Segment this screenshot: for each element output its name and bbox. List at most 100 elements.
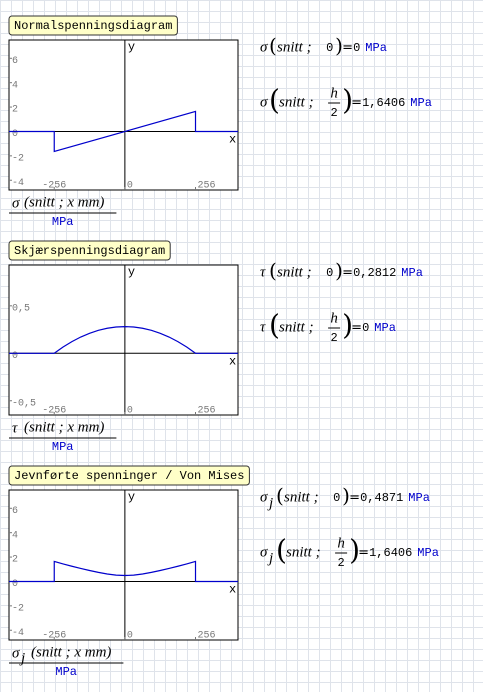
eq-result: 0 [362, 321, 369, 335]
y-tick-label: -2 [12, 153, 24, 164]
title-box [8, 15, 178, 36]
y-tick-label: -0,5 [12, 398, 36, 409]
paren: ) [349, 534, 360, 567]
eq-arg: 0 [326, 266, 333, 280]
expr-unit: MPa [52, 215, 74, 229]
y-tick-label: 4 [12, 530, 18, 541]
equals: = [351, 96, 362, 111]
x-tick-label: 256 [198, 631, 216, 642]
expr-args: (snitt ; x mm) [24, 194, 104, 210]
eq-func: σ [260, 489, 268, 505]
eq-func: σ [260, 39, 268, 55]
y-tick-label: 6 [12, 56, 18, 67]
eq-arg-num: h [330, 85, 338, 101]
equals: = [351, 321, 362, 336]
paren: ( [276, 534, 287, 567]
chart: Normalspenningsdiagram x y 6 4 2 0 -2 -4 -256 0 256… [8, 15, 432, 229]
expr-func: σ [12, 645, 20, 661]
eq-result: 0 [353, 41, 360, 55]
equals: = [342, 266, 353, 281]
paren: ( [269, 259, 277, 283]
eq-result: 0,4871 [360, 491, 403, 505]
x-tick-label: 0 [127, 181, 133, 192]
eq-unit: MPa [408, 491, 430, 505]
plot-area [8, 264, 239, 416]
paren: ( [269, 34, 277, 58]
eq-arg-den: 2 [337, 556, 344, 570]
plot-area [8, 489, 239, 641]
eq-result: 0,2812 [353, 266, 396, 280]
eq-sub: j [267, 550, 273, 566]
eq-unit: MPa [401, 266, 423, 280]
eq-unit: MPa [410, 96, 432, 110]
y-tick-label: 0,5 [12, 303, 30, 314]
eq-unit: MPa [417, 546, 439, 560]
y-tick-label: 6 [12, 506, 18, 517]
eq-func: τ [260, 319, 266, 335]
chart-title: Skjærspenningsdiagram [14, 244, 165, 258]
equals: = [342, 41, 353, 56]
equals: = [349, 491, 360, 506]
eq-unit: MPa [365, 41, 387, 55]
series-line [9, 560, 238, 583]
equals: = [358, 546, 369, 561]
x-axis-label: x [229, 133, 236, 147]
x-tick-label: 0 [127, 406, 133, 417]
chart: Jevnførte spenninger / Von Mises x y 6 4 2 0 -2… [8, 465, 439, 679]
expr-sub: j [19, 650, 25, 666]
paren: ) [342, 484, 350, 508]
eq-sub: j [267, 495, 273, 511]
y-tick-label: -4 [12, 178, 24, 189]
eq-func: τ [260, 264, 266, 280]
eq-param: snitt ; [284, 489, 319, 505]
paren: ) [342, 309, 353, 342]
series-line [9, 325, 238, 354]
eq-arg: 0 [333, 491, 340, 505]
eq-param: snitt ; [279, 94, 314, 110]
y-axis-label: y [128, 265, 135, 279]
y-tick-label: 0 [12, 579, 18, 590]
eq-param: snitt ; [277, 39, 312, 55]
eq-result: 1,6406 [362, 96, 405, 110]
y-axis-label: y [128, 490, 135, 504]
chart-title: Jevnførte spenninger / Von Mises [14, 469, 244, 483]
paren: ( [269, 84, 280, 117]
paren: ) [335, 259, 343, 283]
expr-args: (snitt ; x mm) [31, 644, 111, 660]
chart-title: Normalspenningsdiagram [14, 19, 172, 33]
expr-func: σ [12, 195, 20, 211]
x-axis-label: x [229, 583, 236, 597]
y-tick-label: 0 [12, 351, 18, 362]
paren: ) [342, 84, 353, 117]
paren: ( [269, 309, 280, 342]
x-axis-label: x [229, 354, 236, 368]
x-tick-label: -256 [42, 406, 66, 417]
plot-area [8, 39, 239, 191]
x-tick-label: -256 [42, 631, 66, 642]
y-tick-label: 2 [12, 555, 18, 566]
title-box [8, 240, 171, 261]
expr-args: (snitt ; x mm) [24, 419, 104, 435]
expr-unit: MPa [55, 665, 77, 679]
eq-arg: 0 [326, 41, 333, 55]
eq-arg-num: h [330, 310, 338, 326]
title-box [8, 465, 250, 486]
series-line [9, 110, 238, 153]
y-tick-label: -2 [12, 603, 24, 614]
eq-unit: MPa [374, 321, 396, 335]
chart: Skjærspenningsdiagram x y 0,5 0 -0,5 -256 0 256 τ… [8, 240, 423, 454]
y-tick-label: 0 [12, 129, 18, 140]
y-tick-label: 4 [12, 80, 18, 91]
paren: ( [276, 484, 284, 508]
x-tick-label: 256 [198, 406, 216, 417]
eq-arg-num: h [337, 535, 345, 551]
x-tick-label: 0 [127, 631, 133, 642]
eq-param: snitt ; [279, 319, 314, 335]
y-tick-label: 2 [12, 105, 18, 116]
expr-unit: MPa [52, 440, 74, 454]
y-tick-label: -4 [12, 628, 24, 639]
eq-result: 1,6406 [369, 546, 412, 560]
eq-param: snitt ; [277, 264, 312, 280]
